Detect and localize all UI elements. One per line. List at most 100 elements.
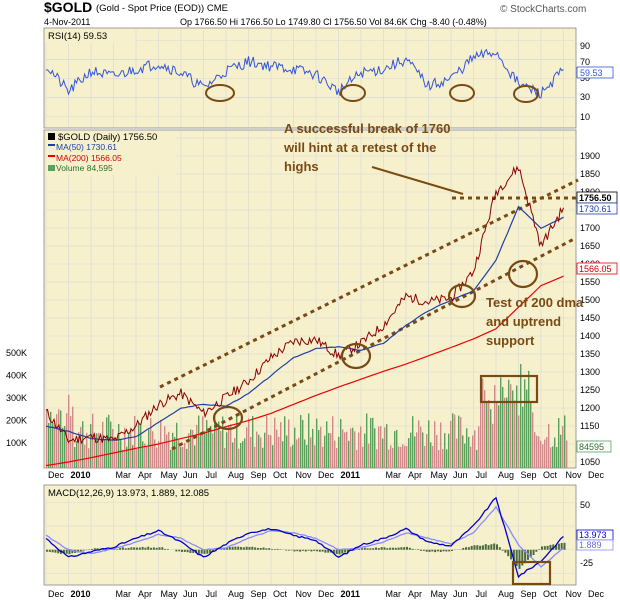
legend-ma200: MA(200) 1566.05: [56, 153, 122, 163]
macd-hist-bar: [538, 549, 540, 550]
volume-bar: [412, 416, 413, 468]
volume-bar: [298, 438, 299, 468]
volume-bar: [534, 432, 535, 468]
macd-hist-bar: [448, 550, 450, 552]
volume-bar: [200, 433, 201, 468]
volume-bar: [506, 397, 507, 468]
volume-bar: [254, 447, 255, 468]
x-tick-label: Jun: [453, 470, 468, 480]
volume-bar: [494, 385, 495, 468]
volume-bar: [100, 440, 101, 468]
macd-hist-bar: [322, 550, 324, 552]
volume-bar: [360, 426, 361, 468]
macd-hist-bar: [147, 547, 149, 550]
volume-bar: [204, 431, 205, 468]
volume-bar: [462, 435, 463, 468]
macd-hist-bar: [142, 547, 144, 550]
volume-tick: 400K: [6, 371, 27, 381]
macd-hist-bar: [504, 550, 506, 553]
x-tick-label: Dec: [318, 470, 335, 480]
macd-hist-bar: [122, 547, 124, 549]
macd-hist-bar: [420, 550, 422, 551]
macd-hist-bar: [493, 543, 495, 549]
macd-hist-bar: [384, 547, 386, 549]
macd-hist-bar: [400, 547, 402, 550]
legend-ma50: MA(50) 1730.61: [56, 142, 117, 152]
x-tick-label: Dec: [588, 589, 605, 599]
macd-hist-bar: [468, 547, 470, 550]
volume-bar: [62, 428, 63, 468]
volume-bar: [422, 433, 423, 468]
macd-hist-bar: [423, 550, 425, 551]
volume-bar: [302, 420, 303, 468]
volume-bar: [544, 440, 545, 468]
volume-bar: [186, 449, 187, 468]
volume-bar: [180, 447, 181, 468]
volume-bar: [496, 401, 497, 468]
x-tick-label: Jun: [183, 470, 198, 480]
macd-hist-bar: [54, 550, 56, 553]
volume-tick: 500K: [6, 348, 27, 358]
macd-hist-bar: [302, 550, 304, 551]
volume-bar: [538, 436, 539, 468]
volume-bar: [136, 449, 137, 468]
volume-bar: [468, 437, 469, 468]
volume-bar: [458, 416, 459, 468]
macd-hist-bar: [52, 550, 54, 553]
volume-bar: [240, 443, 241, 468]
volume-bar: [404, 446, 405, 468]
macd-hist-bar: [263, 547, 265, 549]
volume-bar: [356, 450, 357, 468]
macd-hist-bar: [443, 550, 445, 552]
volume-bar: [48, 423, 49, 468]
macd-hist-bar: [482, 545, 484, 549]
macd-hist-bar: [69, 550, 71, 554]
ohlc-summary: Op 1766.50 Hi 1766.50 Lo 1749.80 Cl 1756…: [180, 17, 487, 27]
ma50-value: 1730.61: [579, 204, 612, 214]
macd-hist-bar: [533, 550, 535, 555]
volume-bar: [84, 445, 85, 468]
macd-hist-bar: [94, 548, 96, 550]
volume-bar: [558, 418, 559, 468]
x-tick-label: Apr: [408, 470, 422, 480]
macd-hist-bar: [462, 548, 464, 550]
volume-bar: [428, 420, 429, 468]
rsi-tick-10: 10: [580, 112, 590, 122]
volume-bar: [450, 421, 451, 468]
macd-hist-bar: [437, 550, 439, 552]
macd-hist-bar: [564, 543, 566, 550]
volume-bar: [456, 439, 457, 468]
macd-hist-bar: [130, 547, 132, 549]
macd-hist-bar: [251, 547, 253, 550]
support-line-1: Test of 200 dma: [486, 295, 584, 310]
macd-hist-bar: [243, 547, 245, 549]
volume-bar: [426, 434, 427, 468]
volume-bar: [80, 427, 81, 468]
volume-bar: [296, 440, 297, 468]
volume-bar: [212, 433, 213, 468]
price-tick: 1250: [580, 385, 600, 395]
macd-hist-bar: [310, 550, 312, 552]
macd-hist-bar: [519, 550, 521, 569]
volume-bar: [92, 414, 93, 468]
x-tick-label: Sep: [251, 470, 267, 480]
volume-bar: [448, 434, 449, 468]
macd-hist-bar: [232, 547, 234, 550]
macd-hist-bar: [291, 550, 293, 551]
volume-bar: [474, 430, 475, 468]
volume-bar: [202, 416, 203, 468]
macd-hist-bar: [521, 550, 523, 566]
volume-bar: [440, 422, 441, 468]
volume-bar: [434, 421, 435, 468]
volume-bar: [56, 414, 57, 468]
volume-bar: [46, 409, 47, 468]
macd-hist-bar: [128, 548, 130, 550]
macd-hist-bar: [125, 548, 127, 549]
volume-bar: [224, 448, 225, 468]
volume-bar: [274, 418, 275, 468]
macd-hist-bar: [429, 550, 431, 552]
volume-bar: [66, 413, 67, 468]
macd-hist-bar: [189, 550, 191, 553]
volume-bar: [138, 423, 139, 468]
